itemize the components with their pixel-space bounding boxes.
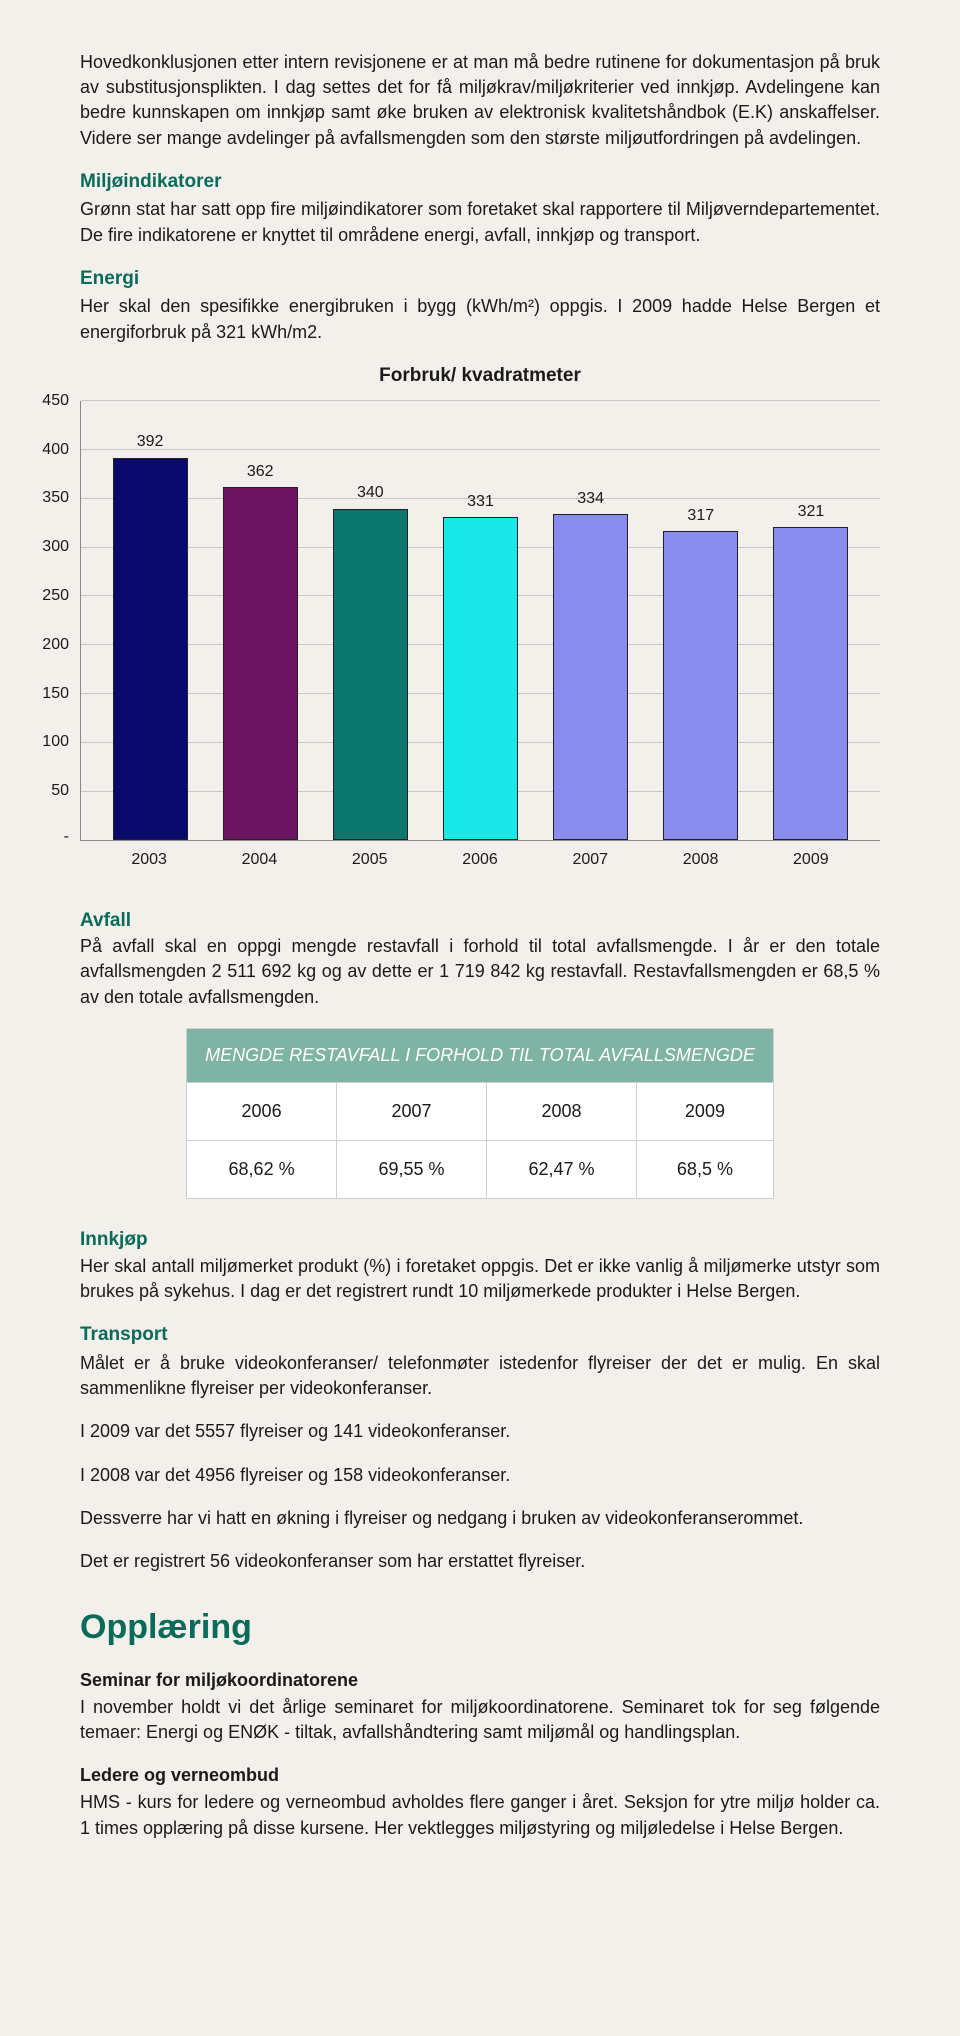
x-axis-label: 2003 [94, 849, 204, 871]
opplaring-heading: Opplæring [80, 1604, 880, 1652]
transport-p3: I 2008 var det 4956 flyreiser og 158 vid… [80, 1463, 880, 1488]
bar [553, 514, 628, 840]
bar-slot: 334 [536, 401, 646, 840]
y-axis-label: 150 [42, 683, 81, 705]
bar-value-label: 331 [467, 491, 494, 513]
seminar-paragraph: Seminar for miljøkoordinatorene I novemb… [80, 1668, 880, 1746]
x-axis-labels: 2003200420052006200720082009 [80, 841, 880, 871]
ledere-paragraph: Ledere og verneombud HMS - kurs for lede… [80, 1763, 880, 1841]
avfall-heading: Avfall [80, 910, 131, 931]
waste-val-2: 62,47 % [487, 1141, 637, 1199]
x-axis-label: 2004 [204, 849, 314, 871]
waste-year-0: 2006 [187, 1083, 337, 1141]
waste-val-0: 68,62 % [187, 1141, 337, 1199]
chart-title: Forbruk/ kvadratmeter [80, 363, 880, 390]
bar-slot: 340 [315, 401, 425, 840]
miljo-heading: Miljøindikatorer [80, 169, 880, 196]
bar-value-label: 362 [247, 461, 274, 483]
bar-value-label: 334 [577, 488, 604, 510]
bar-slot: 317 [646, 401, 756, 840]
bar [443, 517, 518, 840]
bar-slot: 321 [756, 401, 866, 840]
bar-value-label: 317 [687, 505, 714, 527]
waste-year-2: 2008 [487, 1083, 637, 1141]
y-axis-label: 400 [42, 439, 81, 461]
x-axis-label: 2007 [535, 849, 645, 871]
bar [773, 527, 848, 840]
y-axis-label: 450 [42, 390, 81, 412]
waste-table-header: MENGDE RESTAVFALL I FORHOLD TIL TOTAL AV… [187, 1028, 774, 1082]
bar-value-label: 321 [798, 501, 825, 523]
ledere-heading: Ledere og verneombud [80, 1763, 880, 1788]
energi-heading: Energi [80, 266, 880, 293]
bar-slot: 362 [205, 401, 315, 840]
seminar-heading: Seminar for miljøkoordinatorene [80, 1668, 880, 1693]
waste-table: MENGDE RESTAVFALL I FORHOLD TIL TOTAL AV… [186, 1028, 774, 1200]
bar-slot: 392 [95, 401, 205, 840]
waste-year-3: 2009 [636, 1083, 773, 1141]
y-axis-label: 200 [42, 634, 81, 656]
avfall-paragraph: Avfall På avfall skal en oppgi mengde re… [80, 908, 880, 1010]
ledere-text: HMS - kurs for ledere og verneombud avho… [80, 1792, 880, 1837]
y-axis-zero: - [64, 826, 81, 848]
energi-paragraph: Her skal den spesifikke energibruken i b… [80, 294, 880, 344]
bar-value-label: 392 [137, 431, 164, 453]
innkjop-paragraph: Innkjøp Her skal antall miljømerket prod… [80, 1227, 880, 1304]
y-axis-label: 300 [42, 536, 81, 558]
y-axis-label: 50 [51, 780, 81, 802]
waste-table-values-row: 68,62 % 69,55 % 62,47 % 68,5 % [187, 1141, 774, 1199]
waste-val-3: 68,5 % [636, 1141, 773, 1199]
chart-container: Forbruk/ kvadratmeter - 5010015020025030… [80, 363, 880, 872]
waste-table-years-row: 2006 2007 2008 2009 [187, 1083, 774, 1141]
avfall-text: På avfall skal en oppgi mengde restavfal… [80, 936, 880, 1006]
y-axis-label: 100 [42, 732, 81, 754]
transport-heading: Transport [80, 1322, 880, 1349]
bar [223, 487, 298, 840]
bar [333, 509, 408, 841]
miljo-paragraph: Grønn stat har satt opp fire miljøindika… [80, 197, 880, 247]
bar [663, 531, 738, 840]
intro-paragraph: Hovedkonklusjonen etter intern revisjone… [80, 50, 880, 151]
x-axis-label: 2005 [315, 849, 425, 871]
bar-chart: - 50100150200250300350400450392362340331… [80, 401, 880, 841]
waste-val-1: 69,55 % [337, 1141, 487, 1199]
bar-slot: 331 [425, 401, 535, 840]
y-axis-label: 350 [42, 488, 81, 510]
transport-p2: I 2009 var det 5557 flyreiser og 141 vid… [80, 1419, 880, 1444]
bar [113, 458, 188, 840]
x-axis-label: 2009 [756, 849, 866, 871]
bars-container: 392 362 340 331 334 317 321 [81, 401, 880, 840]
innkjop-text: Her skal antall miljømerket produkt (%) … [80, 1256, 880, 1301]
waste-year-1: 2007 [337, 1083, 487, 1141]
innkjop-heading: Innkjøp [80, 1229, 148, 1250]
transport-p4: Dessverre har vi hatt en økning i flyrei… [80, 1506, 880, 1531]
bar-value-label: 340 [357, 482, 384, 504]
y-axis-label: 250 [42, 585, 81, 607]
x-axis-label: 2008 [645, 849, 755, 871]
transport-p1: Målet er å bruke videokonferanser/ telef… [80, 1351, 880, 1401]
seminar-text: I november holdt vi det årlige seminaret… [80, 1697, 880, 1742]
x-axis-label: 2006 [425, 849, 535, 871]
transport-p5: Det er registrert 56 videokonferanser so… [80, 1549, 880, 1574]
